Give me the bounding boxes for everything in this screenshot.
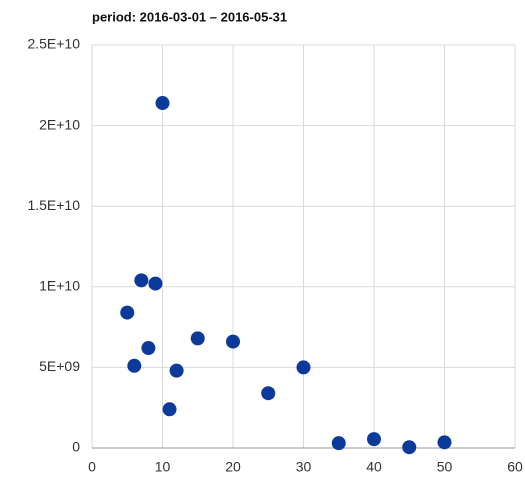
- point: [148, 276, 163, 291]
- y-tick-label: 1.5E+10: [27, 197, 80, 213]
- x-tick-label: 60: [507, 459, 523, 475]
- point: [155, 96, 170, 111]
- point: [331, 436, 346, 451]
- point: [402, 440, 417, 455]
- chart-title: period: 2016-03-01 – 2016-05-31: [92, 9, 287, 24]
- y-tick-label: 5E+09: [39, 358, 80, 374]
- y-tick-label: 0: [72, 439, 80, 455]
- point: [296, 360, 311, 375]
- point: [141, 341, 156, 356]
- x-tick-label: 10: [155, 459, 171, 475]
- y-tick-label: 1E+10: [39, 278, 80, 294]
- point: [367, 432, 381, 447]
- point: [190, 331, 205, 346]
- y-tick-label: 2E+10: [39, 116, 80, 132]
- x-tick-label: 50: [437, 459, 453, 475]
- x-tick-label: 0: [88, 459, 96, 475]
- y-tick-label: 2.5E+10: [27, 36, 80, 52]
- point: [226, 334, 240, 349]
- point: [162, 402, 177, 417]
- point: [437, 435, 452, 450]
- point: [261, 386, 276, 401]
- point: [134, 273, 149, 288]
- x-tick-label: 30: [296, 459, 312, 475]
- point: [120, 305, 135, 320]
- x-tick-label: 20: [225, 459, 241, 475]
- point: [169, 363, 184, 378]
- x-tick-label: 40: [366, 459, 382, 475]
- point: [127, 358, 142, 373]
